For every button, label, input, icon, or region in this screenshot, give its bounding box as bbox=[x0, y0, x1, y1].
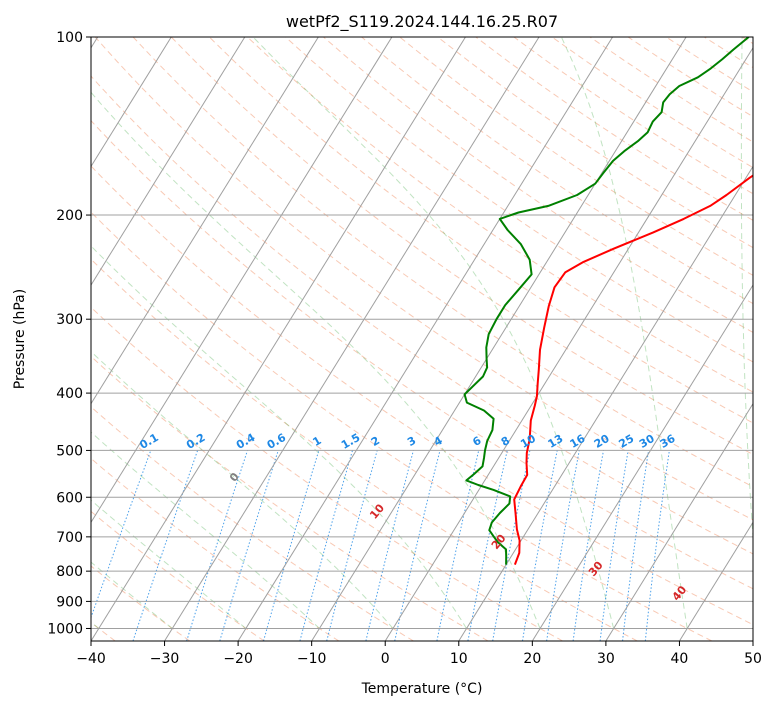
mixing-ratio-line bbox=[186, 450, 248, 641]
moist-adiabat bbox=[252, 37, 615, 629]
x-axis-title: Temperature (°C) bbox=[361, 681, 483, 697]
isotherm bbox=[384, 46, 753, 641]
x-tick-label: −40 bbox=[76, 651, 106, 667]
x-tick-label: 50 bbox=[744, 651, 762, 667]
background-lines bbox=[91, 37, 753, 641]
dry-adiabat bbox=[323, 37, 753, 333]
y-tick-label: 100 bbox=[56, 30, 83, 46]
moist-adiabat bbox=[740, 37, 753, 543]
isotherm bbox=[91, 37, 319, 405]
isotherm bbox=[91, 37, 246, 287]
dry-adiabat bbox=[170, 37, 753, 456]
dry-adiabat bbox=[91, 258, 638, 641]
mixing-ratio-line bbox=[644, 450, 670, 641]
x-tick-label: 20 bbox=[523, 651, 541, 667]
dry-adiabat bbox=[91, 165, 753, 626]
dry-adiabat bbox=[91, 306, 563, 641]
y-tick-label: 800 bbox=[56, 564, 83, 580]
isotherm bbox=[237, 37, 614, 641]
isotherm bbox=[458, 165, 753, 641]
plot-frame bbox=[90, 36, 754, 642]
isotherm bbox=[91, 37, 466, 641]
y-tick-label: 400 bbox=[56, 386, 83, 402]
moist-adiabat bbox=[560, 37, 688, 629]
mixing-ratio-line bbox=[299, 450, 353, 641]
moist-adiabat bbox=[91, 499, 247, 629]
y-tick-label: 600 bbox=[56, 490, 83, 506]
dry-adiabat bbox=[132, 37, 753, 488]
dewpoint-line bbox=[463, 37, 750, 565]
moist-adiabat bbox=[91, 91, 541, 629]
isotherm bbox=[531, 284, 753, 641]
y-tick-label: 500 bbox=[56, 443, 83, 459]
dry-adiabat bbox=[91, 211, 713, 641]
isotherm bbox=[752, 640, 753, 641]
dry-adiabat bbox=[91, 457, 340, 641]
mixing-ratio-line bbox=[394, 450, 441, 641]
dry-adiabat bbox=[91, 565, 190, 641]
x-tick-label: 30 bbox=[597, 651, 615, 667]
y-tick-label: 700 bbox=[56, 530, 83, 546]
moist-adiabat bbox=[91, 350, 394, 629]
mixing-ratio-line bbox=[436, 450, 480, 641]
dry-adiabat bbox=[91, 119, 753, 590]
series-layer bbox=[463, 37, 753, 565]
isotherm bbox=[311, 37, 687, 641]
x-tick-label: −30 bbox=[150, 651, 180, 667]
isotherm bbox=[605, 402, 753, 641]
moist-adiabat bbox=[91, 245, 467, 629]
mixing-ratio-line bbox=[219, 450, 279, 641]
isotherm bbox=[164, 37, 540, 641]
y-axis: 100 200 300 400 500 600 700 800 900 1000 bbox=[47, 30, 91, 637]
isotherm bbox=[679, 521, 753, 641]
y-tick-label: 900 bbox=[56, 594, 83, 610]
y-tick-label: 200 bbox=[56, 208, 83, 224]
x-tick-label: −10 bbox=[297, 651, 327, 667]
dry-adiabat bbox=[91, 75, 753, 555]
mixing-ratio-line bbox=[263, 450, 320, 641]
dry-adiabat bbox=[285, 37, 753, 363]
x-tick-label: −20 bbox=[223, 651, 253, 667]
y-tick-label: 300 bbox=[56, 312, 83, 328]
chart-title: wetPf2_S119.2024.144.16.25.R07 bbox=[286, 12, 558, 32]
moist-adiabat bbox=[91, 431, 320, 629]
mixing-ratio-line bbox=[326, 450, 378, 641]
dry-adiabat bbox=[94, 37, 753, 521]
x-tick-label: 10 bbox=[450, 651, 468, 667]
y-axis-title: Pressure (hPa) bbox=[12, 289, 28, 389]
y-tick-label: 1000 bbox=[47, 621, 83, 637]
temperature-line bbox=[513, 174, 753, 565]
dry-adiabat bbox=[91, 510, 265, 641]
x-tick-label: 40 bbox=[671, 651, 689, 667]
x-tick-label: 0 bbox=[381, 651, 390, 667]
isotherm bbox=[91, 37, 172, 168]
isotherm bbox=[91, 37, 393, 524]
dry-adiabat bbox=[91, 355, 489, 641]
mixing-ratio-line bbox=[365, 450, 414, 641]
x-axis: −40 −30 −20 −10 0 10 20 30 40 50 bbox=[76, 641, 762, 667]
